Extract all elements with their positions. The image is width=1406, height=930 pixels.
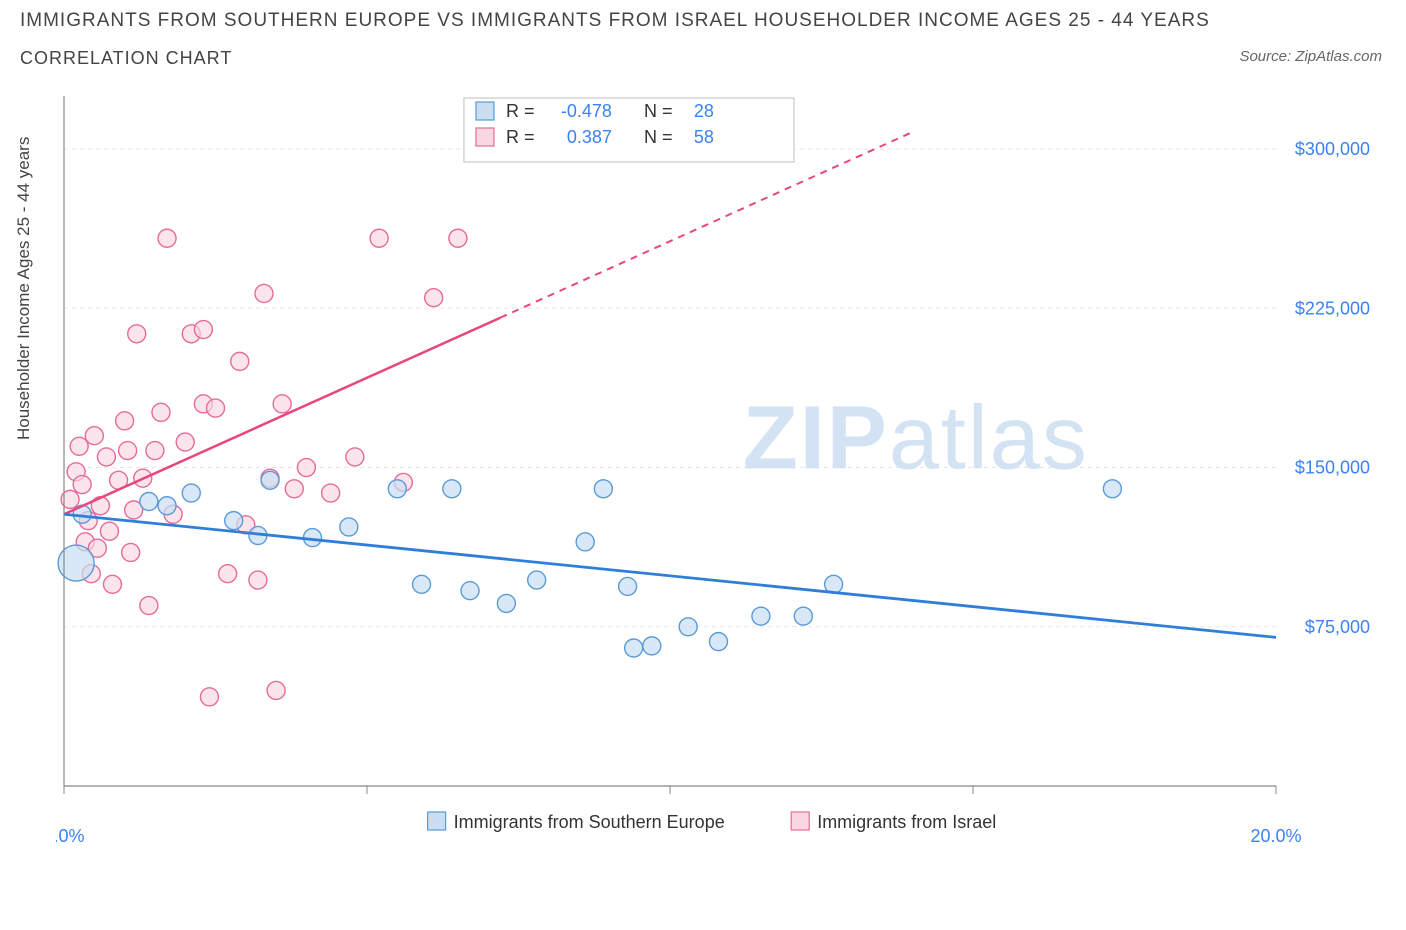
scatter-point-series-b bbox=[449, 229, 467, 247]
scatter-point-series-b bbox=[73, 476, 91, 494]
scatter-point-series-b bbox=[152, 403, 170, 421]
scatter-point-series-a bbox=[388, 480, 406, 498]
y-tick-label: $75,000 bbox=[1305, 617, 1370, 637]
scatter-point-series-b bbox=[70, 437, 88, 455]
scatter-point-series-b bbox=[116, 412, 134, 430]
x-tick-label: 20.0% bbox=[1250, 826, 1301, 846]
scatter-point-series-a bbox=[625, 639, 643, 657]
scatter-point-series-b bbox=[194, 321, 212, 339]
legend-stat-n-value: 58 bbox=[694, 127, 714, 147]
chart-plot-area: ZIPatlas 0.0% 20.0% $75,000 $150,000 $225,000… bbox=[56, 88, 1376, 858]
scatter-point-series-b bbox=[119, 442, 137, 460]
scatter-point-series-a bbox=[752, 607, 770, 625]
legend-stat-n-label: N = bbox=[644, 101, 673, 121]
legend-stat-n-value: 28 bbox=[694, 101, 714, 121]
legend-swatch bbox=[476, 128, 494, 146]
scatter-point-series-a bbox=[261, 471, 279, 489]
scatter-point-series-b bbox=[140, 597, 158, 615]
scatter-point-series-a bbox=[340, 518, 358, 536]
trendline-series-a bbox=[64, 514, 1276, 637]
scatter-point-series-b bbox=[219, 565, 237, 583]
chart-subtitle: CORRELATION CHART bbox=[20, 48, 232, 69]
watermark-text: ZIPatlas bbox=[743, 389, 1089, 489]
scatter-point-series-b bbox=[85, 427, 103, 445]
legend-stat-r-value: 0.387 bbox=[567, 127, 612, 147]
y-tick-label: $150,000 bbox=[1295, 458, 1370, 478]
scatter-point-series-a bbox=[182, 484, 200, 502]
scatter-point-series-a bbox=[619, 577, 637, 595]
scatter-point-series-b bbox=[370, 229, 388, 247]
scatter-point-series-a bbox=[158, 497, 176, 515]
scatter-point-series-a bbox=[594, 480, 612, 498]
scatter-point-series-b bbox=[100, 522, 118, 540]
x-tick-label: 0.0% bbox=[56, 826, 85, 846]
bottom-legend-label-a: Immigrants from Southern Europe bbox=[454, 812, 725, 832]
scatter-point-series-b bbox=[158, 229, 176, 247]
scatter-point-series-b bbox=[122, 543, 140, 561]
scatter-point-series-b bbox=[97, 448, 115, 466]
bottom-legend-swatch-a bbox=[428, 812, 446, 830]
scatter-point-series-a bbox=[709, 633, 727, 651]
legend-stat-r-label: R = bbox=[506, 101, 535, 121]
scatter-point-series-b bbox=[425, 289, 443, 307]
scatter-point-series-a bbox=[528, 571, 546, 589]
legend-swatch bbox=[476, 102, 494, 120]
scatter-point-series-a bbox=[443, 480, 461, 498]
y-tick-label: $300,000 bbox=[1295, 139, 1370, 159]
chart-title: IMMIGRANTS FROM SOUTHERN EUROPE VS IMMIG… bbox=[20, 10, 1210, 32]
scatter-point-series-b bbox=[200, 688, 218, 706]
scatter-point-series-b bbox=[207, 399, 225, 417]
scatter-point-series-b bbox=[297, 459, 315, 477]
scatter-point-series-b bbox=[128, 325, 146, 343]
scatter-point-series-a bbox=[576, 533, 594, 551]
scatter-point-series-b bbox=[146, 442, 164, 460]
y-axis-label: Householder Income Ages 25 - 44 years bbox=[14, 137, 34, 440]
chart-source: Source: ZipAtlas.com bbox=[1239, 48, 1382, 65]
legend-stat-r-label: R = bbox=[506, 127, 535, 147]
bottom-legend-label-b: Immigrants from Israel bbox=[817, 812, 996, 832]
scatter-point-series-a bbox=[643, 637, 661, 655]
scatter-point-series-b bbox=[176, 433, 194, 451]
scatter-point-series-a bbox=[140, 493, 158, 511]
legend-stat-r-value: -0.478 bbox=[561, 101, 612, 121]
scatter-point-series-b bbox=[267, 681, 285, 699]
scatter-point-series-a bbox=[413, 575, 431, 593]
chart-svg: ZIPatlas 0.0% 20.0% $75,000 $150,000 $225,000… bbox=[56, 88, 1376, 858]
bottom-legend-swatch-b bbox=[791, 812, 809, 830]
scatter-point-series-b bbox=[255, 284, 273, 302]
scatter-point-series-a bbox=[794, 607, 812, 625]
scatter-point-series-a bbox=[497, 594, 515, 612]
scatter-point-series-b bbox=[322, 484, 340, 502]
scatter-point-series-a bbox=[679, 618, 697, 636]
y-tick-label: $225,000 bbox=[1295, 298, 1370, 318]
scatter-point-series-a bbox=[1103, 480, 1121, 498]
scatter-point-series-a bbox=[225, 512, 243, 530]
legend-stat-n-label: N = bbox=[644, 127, 673, 147]
scatter-point-series-a bbox=[461, 582, 479, 600]
scatter-point-series-b bbox=[285, 480, 303, 498]
scatter-point-series-b bbox=[103, 575, 121, 593]
scatter-point-series-b bbox=[249, 571, 267, 589]
scatter-point-series-b bbox=[273, 395, 291, 413]
scatter-point-series-b bbox=[346, 448, 364, 466]
scatter-point-series-b bbox=[231, 352, 249, 370]
